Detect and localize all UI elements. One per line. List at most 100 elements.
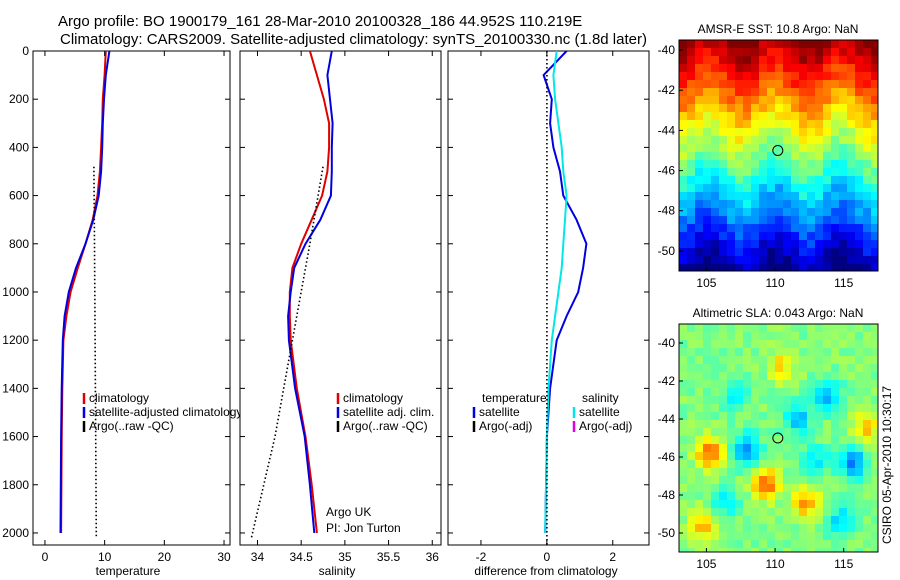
- map-cell: [871, 468, 878, 477]
- map-cell: [799, 548, 808, 552]
- map-cell: [807, 88, 816, 97]
- map-cell: [727, 128, 736, 137]
- map-cell: [855, 40, 864, 49]
- map-cell: [855, 200, 864, 209]
- map-cell: [735, 200, 744, 209]
- map-cell: [783, 348, 792, 357]
- map-cell: [711, 500, 720, 509]
- map-cell: [711, 508, 720, 517]
- map-cell: [719, 468, 728, 477]
- map-cell: [679, 120, 688, 129]
- map-cell: [783, 340, 792, 349]
- map-cell: [815, 136, 824, 145]
- map-cell: [791, 168, 800, 177]
- map-cell: [711, 452, 720, 461]
- map-cell: [711, 324, 720, 333]
- map-cell: [743, 516, 752, 525]
- map-cell: [847, 144, 856, 153]
- map-cell: [767, 264, 776, 271]
- map-cell: [703, 184, 712, 193]
- map-cell: [687, 468, 696, 477]
- map-cell: [863, 224, 872, 233]
- map-cell: [735, 144, 744, 153]
- map-cell: [847, 532, 856, 541]
- map-cell: [775, 200, 784, 209]
- map-cell: [751, 240, 760, 249]
- difference-xlabel: difference from climatology: [474, 564, 617, 578]
- map-cell: [831, 208, 840, 217]
- map-cell: [695, 64, 704, 73]
- map-cell: [863, 460, 872, 469]
- map-cell: [871, 232, 878, 241]
- map-cell: [823, 532, 832, 541]
- map-cell: [687, 380, 696, 389]
- map-cell: [775, 232, 784, 241]
- map-cell: [847, 136, 856, 145]
- map-cell: [871, 208, 878, 217]
- map-cell: [775, 168, 784, 177]
- map-cell: [807, 332, 816, 341]
- legend-entry-label: satellite-adjusted climatology: [89, 405, 242, 419]
- map-cell: [807, 56, 816, 65]
- map-cell: [855, 160, 864, 169]
- map-cell: [703, 388, 712, 397]
- map-cell: [815, 396, 824, 405]
- map-cell: [855, 412, 864, 421]
- map-cell: [767, 532, 776, 541]
- map-cell: [783, 332, 792, 341]
- difference-panel: -2 0 2 difference from climatology tempera…: [447, 50, 650, 578]
- map-cell: [791, 476, 800, 485]
- map-cell: [791, 48, 800, 57]
- map-cell: [759, 168, 768, 177]
- map-cell: [831, 240, 840, 249]
- map-cell: [783, 404, 792, 413]
- map-cell: [799, 540, 808, 549]
- map-cell: [863, 364, 872, 373]
- map-cell: [799, 144, 808, 153]
- map-cell: [679, 144, 688, 153]
- map-cell: [791, 484, 800, 493]
- map-cell: [759, 184, 768, 193]
- map-cell: [871, 356, 878, 365]
- x-tick-label: 20: [158, 550, 172, 564]
- map-cell: [711, 216, 720, 225]
- map-cell: [807, 96, 816, 105]
- map-cell: [767, 468, 776, 477]
- map-cell: [847, 508, 856, 517]
- map-cell: [815, 444, 824, 453]
- map-cell: [759, 388, 768, 397]
- map-cell: [687, 524, 696, 533]
- map-cell: [775, 64, 784, 73]
- map-cell: [871, 128, 878, 137]
- map-cell: [719, 200, 728, 209]
- map-cell: [767, 104, 776, 113]
- map-cell: [831, 184, 840, 193]
- map-cell: [687, 248, 696, 257]
- map-cell: [703, 444, 712, 453]
- map-cell: [767, 460, 776, 469]
- map-cell: [719, 436, 728, 445]
- map-cell: [807, 72, 816, 81]
- map-cell: [799, 232, 808, 241]
- map-cell: [799, 112, 808, 121]
- temperature-xlabel: temperature: [96, 564, 161, 578]
- map-cell: [703, 372, 712, 381]
- map-cell: [839, 436, 848, 445]
- map-cell: [719, 532, 728, 541]
- legend-entry-label: Argo(..raw -QC): [343, 419, 428, 433]
- map-cell: [727, 540, 736, 549]
- map-cell: [831, 80, 840, 89]
- map-cell: [695, 88, 704, 97]
- map-cell: [743, 248, 752, 257]
- map-cell: [687, 396, 696, 405]
- map-cell: [711, 420, 720, 429]
- map-cell: [735, 168, 744, 177]
- map-cell: [703, 40, 712, 49]
- map-cell: [711, 112, 720, 121]
- map-cell: [847, 476, 856, 485]
- legend-entry-label: climatology: [89, 391, 149, 405]
- map-cell: [823, 120, 832, 129]
- map-cell: [743, 420, 752, 429]
- map-cell: [855, 264, 864, 271]
- map-cell: [815, 112, 824, 121]
